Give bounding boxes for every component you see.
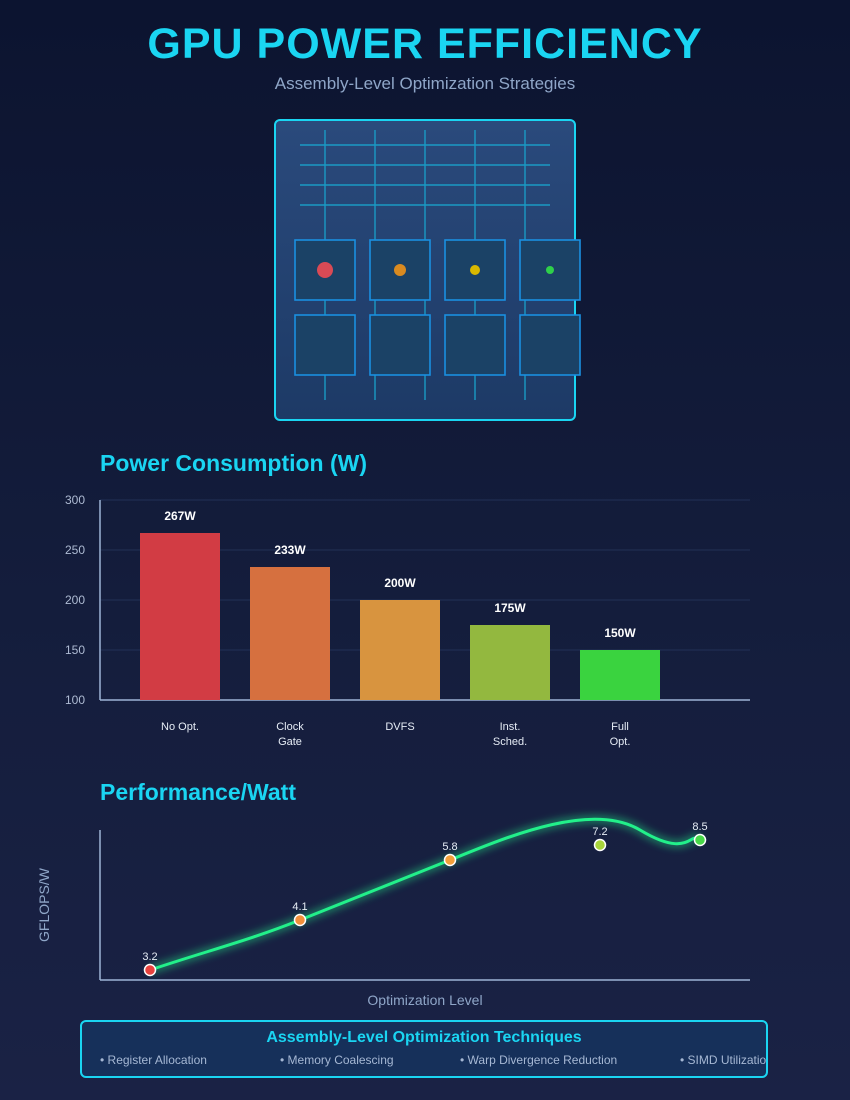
power-chart-title: Power Consumption (W)	[100, 450, 368, 476]
y-tick-label: 300	[65, 493, 85, 507]
status-led-red	[317, 262, 333, 278]
category-label: Clock Gate	[276, 721, 304, 748]
status-led-green	[546, 266, 554, 274]
status-led-orange	[394, 264, 406, 276]
category-label: Full Opt.	[610, 721, 631, 748]
category-label: No Opt.	[161, 721, 199, 733]
x-axis-title: Optimization Level	[367, 992, 482, 1008]
techniques-panel: Assembly-Level Optimization Techniques •…	[80, 1020, 768, 1078]
bar	[250, 567, 330, 700]
point-value-label: 8.5	[692, 821, 707, 833]
category-label: DVFS	[385, 721, 414, 733]
bar-value-label: 233W	[274, 543, 306, 557]
bar	[470, 625, 550, 700]
techniques-title: Assembly-Level Optimization Techniques	[266, 1029, 582, 1046]
bar	[580, 650, 660, 700]
status-led-yellow	[470, 265, 480, 275]
data-point	[693, 833, 707, 847]
compute-unit	[444, 314, 506, 376]
bar-value-label: 267W	[164, 509, 196, 523]
data-point	[443, 853, 457, 867]
y-tick-label: 200	[65, 593, 85, 607]
y-tick-label: 250	[65, 543, 85, 557]
point-value-label: 3.2	[142, 951, 157, 963]
series-line	[149, 817, 702, 972]
category-label: Inst. Sched.	[493, 721, 527, 748]
compute-unit	[519, 314, 581, 376]
compute-unit	[369, 239, 431, 301]
series-line-glow	[148, 815, 703, 974]
y-tick-label: 100	[65, 693, 85, 707]
page-subtitle: Assembly-Level Optimization Strategies	[274, 74, 576, 93]
bar	[360, 600, 440, 700]
technique-item: • Memory Coalescing	[280, 1053, 394, 1067]
bar	[140, 533, 220, 700]
page-title: GPU POWER EFFICIENCY	[147, 20, 703, 68]
point-value-label: 4.1	[292, 901, 307, 913]
point-value-label: 7.2	[592, 826, 607, 838]
technique-item: • Register Allocation	[100, 1053, 207, 1067]
gpu-chip-illustration	[274, 119, 581, 421]
bar-value-label: 175W	[494, 601, 526, 615]
bar-value-label: 150W	[604, 626, 636, 640]
perf-chart-title: Performance/Watt	[100, 779, 296, 805]
y-axis-title: GFLOPS/W	[36, 867, 52, 942]
data-point	[593, 838, 607, 852]
data-point	[293, 913, 307, 927]
point-value-label: 5.8	[442, 841, 457, 853]
technique-item: • SIMD Utilization	[680, 1053, 768, 1067]
compute-unit	[369, 314, 431, 376]
bar-value-label: 200W	[384, 576, 416, 590]
data-point	[143, 963, 157, 977]
technique-item: • Warp Divergence Reduction	[460, 1053, 618, 1067]
compute-units	[294, 239, 581, 376]
compute-unit	[294, 314, 356, 376]
y-tick-label: 150	[65, 643, 85, 657]
